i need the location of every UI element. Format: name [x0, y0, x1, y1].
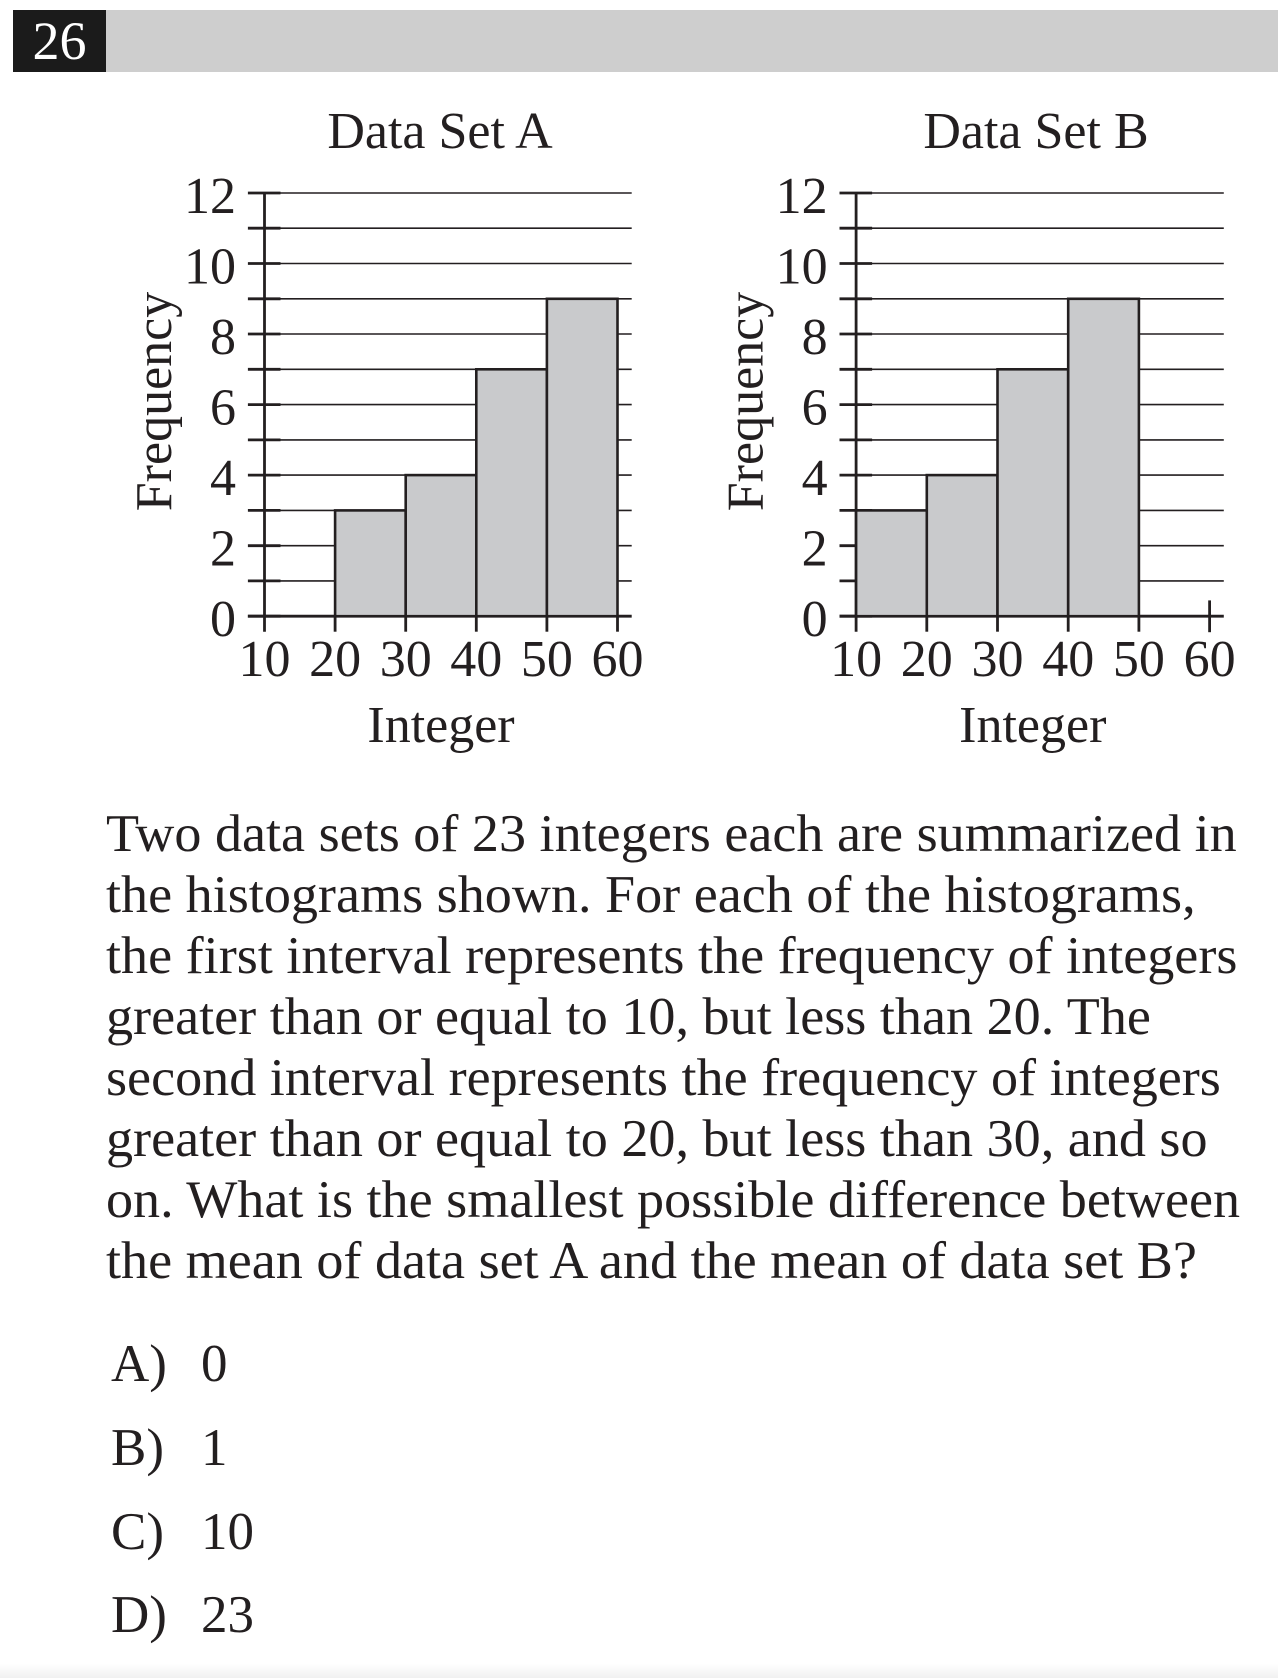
svg-text:12: 12 [776, 168, 828, 225]
svg-text:30: 30 [972, 631, 1024, 688]
svg-text:10: 10 [184, 239, 236, 296]
svg-text:8: 8 [210, 309, 236, 366]
svg-text:20: 20 [901, 631, 953, 688]
svg-text:4: 4 [210, 450, 236, 507]
svg-text:30: 30 [380, 631, 432, 688]
svg-text:10: 10 [239, 631, 291, 688]
svg-text:0: 0 [210, 591, 236, 648]
svg-text:60: 60 [1184, 631, 1236, 688]
svg-text:2: 2 [210, 521, 236, 578]
svg-text:4: 4 [802, 450, 828, 507]
svg-text:50: 50 [521, 631, 573, 688]
svg-text:10: 10 [830, 631, 882, 688]
svg-text:10: 10 [776, 239, 828, 296]
svg-text:60: 60 [592, 631, 644, 688]
svg-text:Data Set B: Data Set B [923, 103, 1148, 160]
svg-text:Frequency: Frequency [126, 292, 183, 511]
svg-text:6: 6 [210, 380, 236, 437]
svg-text:0: 0 [802, 591, 828, 648]
svg-text:40: 40 [1042, 631, 1094, 688]
svg-text:20: 20 [309, 631, 361, 688]
svg-text:12: 12 [184, 168, 236, 225]
svg-text:Integer: Integer [367, 697, 514, 754]
svg-text:2: 2 [802, 521, 828, 578]
svg-text:Integer: Integer [959, 697, 1106, 754]
svg-text:8: 8 [802, 309, 828, 366]
svg-text:Frequency: Frequency [718, 292, 775, 511]
svg-text:50: 50 [1113, 631, 1165, 688]
svg-text:6: 6 [802, 380, 828, 437]
svg-text:Data Set A: Data Set A [327, 103, 553, 160]
svg-text:40: 40 [450, 631, 502, 688]
